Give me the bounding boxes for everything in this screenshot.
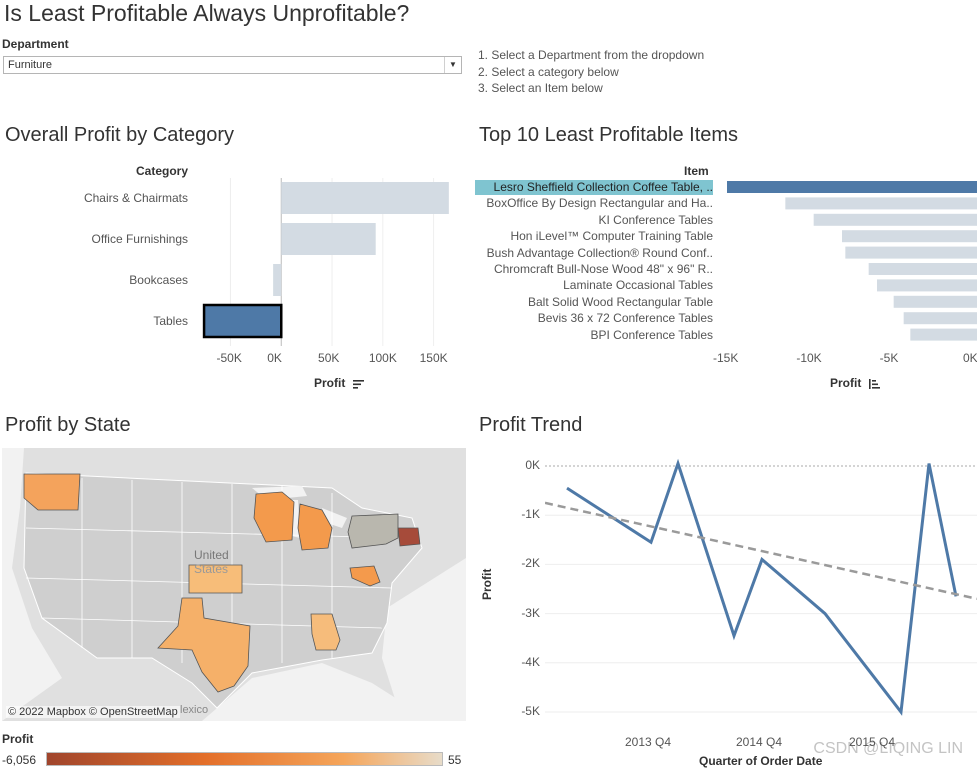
state-maryland	[349, 565, 381, 587]
map-label-mexico: lexico	[180, 704, 209, 716]
trend-y-axis-title: Profit	[480, 568, 494, 600]
chevron-down-icon[interactable]: ▼	[444, 57, 461, 73]
category-bar-chart	[202, 178, 449, 346]
items-axis-tick: 0K	[963, 351, 977, 365]
dashboard-title: Is Least Profitable Always Unprofitable?	[4, 0, 410, 26]
map-legend-min: -6,056	[2, 753, 37, 767]
map-legend-max: 55	[448, 753, 462, 767]
trend-x-axis-title: Quarter of Order Date	[699, 754, 823, 768]
state-michigan	[297, 503, 333, 551]
item-bar[interactable]	[845, 246, 977, 259]
item-bar[interactable]	[785, 197, 977, 210]
category-label[interactable]: Tables	[153, 314, 188, 328]
item-label[interactable]: BPI Conference Tables	[590, 327, 713, 342]
items-axis-title: Profit	[830, 376, 881, 390]
state-map[interactable]: United States lexico © 2022 Mapbox © Ope…	[2, 448, 466, 721]
category-bar[interactable]	[281, 223, 376, 255]
map-legend-title: Profit	[2, 732, 34, 746]
profit-trend-line[interactable]	[566, 458, 958, 716]
category-bar[interactable]	[273, 264, 282, 296]
instruction-3: 3. Select an Item below	[478, 81, 603, 95]
instruction-2: 2. Select a category below	[478, 65, 619, 79]
category-axis-tick: -50K	[216, 351, 242, 365]
sort-ascending-icon[interactable]	[868, 378, 881, 389]
category-bar[interactable]	[281, 182, 449, 214]
watermark: CSDN @LIQING LIN	[813, 740, 963, 757]
trend-y-tick: -2K	[521, 556, 540, 571]
map-label-united: United	[194, 548, 229, 562]
item-label[interactable]: Chromcraft Bull-Nose Wood 48" x 96" R..	[493, 262, 713, 276]
map-attribution[interactable]: © 2022 Mapbox © OpenStreetMap	[6, 706, 180, 718]
category-axis-tick: 50K	[318, 351, 340, 365]
state-washington	[23, 473, 81, 511]
pacific-ocean	[2, 448, 62, 721]
items-axis-title-text: Profit	[830, 376, 862, 390]
item-label[interactable]: BoxOffice By Design Rectangular and Ha..	[486, 196, 713, 211]
item-bar[interactable]	[868, 263, 977, 275]
trend-y-tick: -1K	[521, 507, 540, 522]
category-label[interactable]: Office Furnishings	[91, 232, 189, 246]
trend-y-tick: 0K	[525, 458, 540, 472]
gulf-of-mexico	[202, 663, 432, 721]
items-chart-title: Top 10 Least Profitable Items	[479, 124, 739, 146]
trend-x-tick: 2015 Q4	[849, 735, 896, 749]
item-label[interactable]: Lesro Sheffield Collection Coffee Table,…	[475, 180, 713, 195]
trend-y-tick: -5K	[521, 704, 540, 718]
trend-y-tick: -4K	[521, 654, 540, 669]
department-filter-label: Department	[2, 37, 69, 51]
item-label[interactable]: Balt Solid Wood Rectangular Table	[527, 294, 713, 309]
map-label-states: States	[194, 562, 229, 576]
map-title: Profit by State	[5, 414, 131, 436]
item-bar[interactable]	[813, 213, 977, 226]
item-column-header: Item	[684, 164, 709, 178]
category-axis-tick: 0K	[267, 351, 282, 365]
items-axis-tick: -5K	[879, 351, 899, 365]
category-axis-tick: 150K	[419, 351, 448, 365]
state-massachusetts	[397, 527, 421, 547]
state-georgia	[310, 613, 341, 651]
trend-x-tick: 2014 Q4	[736, 735, 783, 749]
trend-chart-title: Profit Trend	[479, 414, 583, 436]
department-dropdown-value: Furniture	[8, 59, 53, 71]
item-label[interactable]: Bush Advantage Collection® Round Conf..	[486, 245, 713, 260]
category-bar[interactable]	[202, 303, 283, 339]
instruction-1: 1. Select a Department from the dropdown	[478, 48, 705, 62]
category-chart-title: Overall Profit by Category	[5, 124, 234, 146]
profit-trend-chart	[545, 458, 977, 716]
category-label[interactable]: Bookcases	[129, 273, 188, 287]
department-dropdown[interactable]: Furniture ▼	[3, 56, 462, 74]
item-bar[interactable]	[727, 181, 977, 193]
item-label[interactable]: Bevis 36 x 72 Conference Tables	[537, 311, 713, 326]
category-axis-tick: 100K	[368, 351, 397, 365]
trend-y-tick: -3K	[521, 605, 540, 620]
sort-icon[interactable]	[352, 379, 365, 389]
state-texas	[157, 597, 251, 693]
item-label[interactable]: Hon iLevel™ Computer Training Table	[510, 229, 713, 244]
item-label[interactable]: KI Conference Tables	[598, 212, 713, 227]
state-new-york	[347, 513, 399, 549]
category-axis-title: Profit	[314, 376, 365, 390]
category-axis-title-text: Profit	[314, 376, 346, 390]
items-axis-tick: -10K	[796, 351, 822, 365]
item-label[interactable]: Laminate Occasional Tables	[563, 278, 713, 293]
map-color-legend	[46, 752, 443, 766]
state-kansas	[188, 564, 243, 594]
profit-trend-regression-line	[545, 501, 977, 601]
category-label[interactable]: Chairs & Chairmats	[83, 191, 188, 205]
atlantic-ocean	[382, 558, 466, 721]
category-column-header: Category	[136, 164, 189, 178]
item-bar[interactable]	[910, 328, 977, 341]
items-axis-tick: -15K	[713, 351, 739, 365]
item-bar[interactable]	[842, 230, 977, 243]
trend-x-tick: 2013 Q4	[625, 735, 672, 749]
item-bar[interactable]	[903, 312, 977, 325]
map-canvas[interactable]	[2, 448, 466, 721]
items-bar-chart	[727, 181, 977, 341]
item-bar[interactable]	[893, 295, 977, 308]
state-wisconsin	[253, 491, 295, 543]
item-bar[interactable]	[877, 279, 977, 292]
